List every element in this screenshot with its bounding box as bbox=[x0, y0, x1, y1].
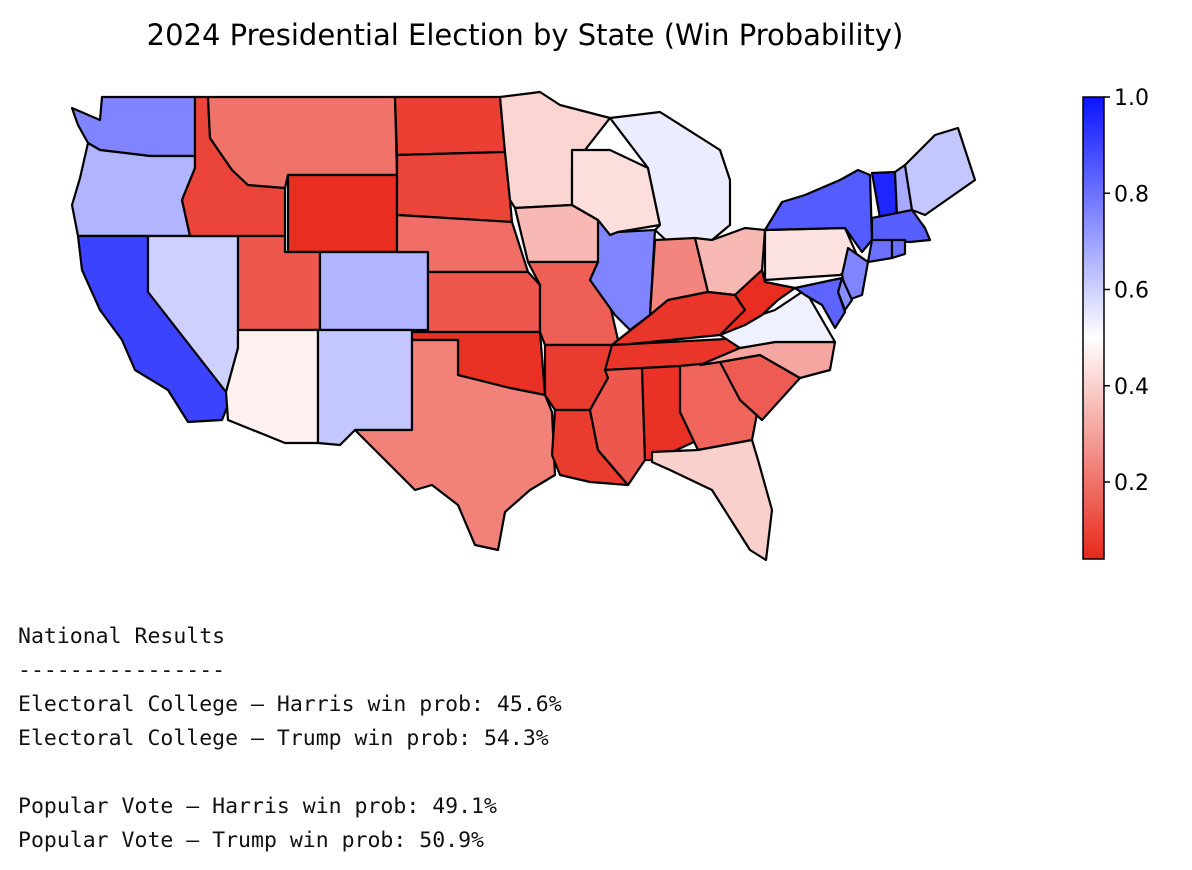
state-co bbox=[318, 250, 430, 332]
colorbar: 0.2 0.4 0.6 0.8 1.0 bbox=[1082, 86, 1149, 560]
state-az bbox=[224, 328, 320, 445]
colorbar-tick-label: 0.2 bbox=[1114, 471, 1149, 496]
state-me bbox=[903, 126, 977, 217]
state-ct bbox=[866, 238, 894, 264]
state-wy bbox=[286, 173, 399, 254]
ec-harris-line: Electoral College – Harris win prob: 45.… bbox=[18, 692, 562, 717]
state-ri bbox=[890, 238, 907, 260]
state-or bbox=[70, 141, 197, 238]
state-nd bbox=[393, 95, 507, 157]
state-md bbox=[793, 276, 847, 330]
results-divider: ---------------- bbox=[18, 658, 226, 683]
national-results-panel: National Results ---------------- Electo… bbox=[18, 620, 562, 858]
chart-title: 2024 Presidential Election by State (Win… bbox=[146, 18, 904, 52]
state-vt bbox=[870, 170, 899, 220]
state-ks bbox=[426, 270, 542, 334]
colorbar-tick-label: 0.6 bbox=[1114, 279, 1149, 304]
state-wv bbox=[718, 268, 797, 337]
state-ny bbox=[763, 168, 874, 254]
state-fl bbox=[650, 438, 774, 562]
ec-trump-line: Electoral College – Trump win prob: 54.3… bbox=[18, 726, 549, 751]
spacer bbox=[18, 756, 562, 790]
state-nm bbox=[316, 328, 414, 447]
colorbar-tick-label: 1.0 bbox=[1114, 86, 1149, 111]
pv-harris-line: Popular Vote – Harris win prob: 49.1% bbox=[18, 794, 497, 819]
state-sd bbox=[395, 150, 514, 224]
state-ky bbox=[610, 290, 747, 347]
colorbar-tick-label: 0.4 bbox=[1114, 375, 1149, 400]
colorbar-gradient bbox=[1082, 96, 1105, 560]
state-tx bbox=[353, 338, 557, 552]
pv-trump-line: Popular Vote – Trump win prob: 50.9% bbox=[18, 828, 484, 853]
colorbar-tick-label: 0.8 bbox=[1114, 182, 1149, 207]
state-nj bbox=[840, 246, 870, 302]
us-states-map bbox=[70, 90, 977, 562]
results-heading: National Results bbox=[18, 624, 226, 649]
